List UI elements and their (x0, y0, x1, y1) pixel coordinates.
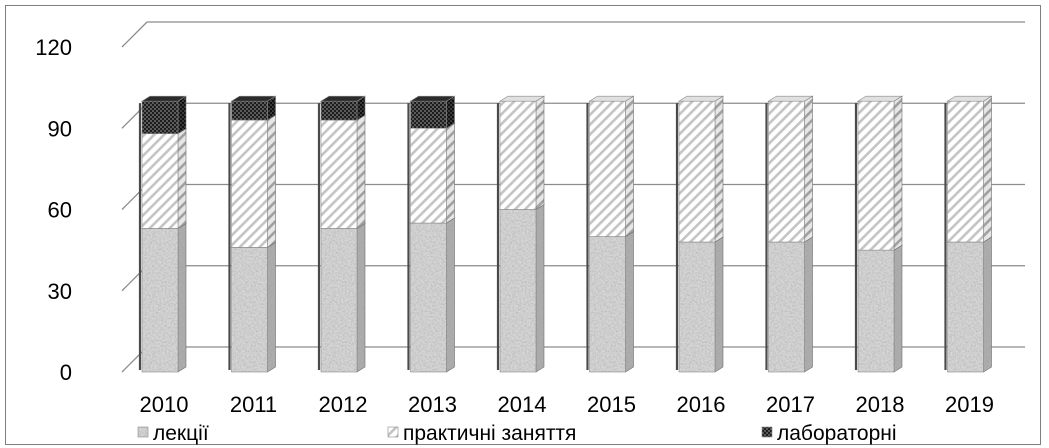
x-tick-label: 2013 (408, 392, 457, 417)
bar-stack-2011 (228, 95, 277, 373)
bar-stack-2010 (138, 95, 188, 373)
bar-stack-2019 (944, 95, 993, 373)
legend-label: лекції (153, 422, 209, 445)
legend-entry: практичні заняття (387, 422, 576, 445)
bar-stack-2016 (675, 95, 725, 373)
x-tick-label: 2012 (319, 392, 368, 417)
bar-stack-2015 (586, 95, 635, 373)
legend-swatch (137, 426, 149, 438)
x-tick-label: 2019 (945, 392, 994, 417)
gridline (121, 21, 1025, 48)
legend-label: лабораторні (777, 422, 897, 445)
y-tick-label: 60 (48, 198, 72, 223)
bar-segment-practicals (409, 122, 456, 224)
bar-stack-2014 (496, 95, 546, 373)
legend-swatch (761, 426, 773, 438)
y-tick-label: 90 (48, 116, 72, 141)
bar-stack-2012 (317, 95, 367, 373)
bar-segment-practicals (230, 114, 277, 248)
legend-entry: лабораторні (761, 422, 897, 445)
y-tick-label: 30 (48, 279, 72, 304)
x-tick-label: 2014 (498, 392, 547, 417)
bar-segment-lectures (319, 222, 367, 373)
bar-segment-labs (409, 95, 456, 129)
bar-segment-lectures (856, 244, 904, 373)
bar-stack-2013 (407, 95, 456, 373)
legend-swatch (387, 426, 399, 438)
bar-segment-lectures (498, 203, 546, 373)
bar-segment-practicals (677, 95, 725, 243)
x-tick-label: 2010 (140, 392, 189, 417)
x-tick-label: 2011 (230, 392, 277, 417)
bar-segment-labs (140, 95, 188, 135)
bar-segment-practicals (856, 95, 904, 251)
y-tick-label: 120 (35, 35, 72, 60)
bar-segment-practicals (319, 114, 367, 229)
x-tick-label: 2016 (677, 392, 726, 417)
bar-segment-labs (230, 95, 277, 121)
bar-stack-2017 (765, 95, 814, 373)
x-tick-label: 2015 (587, 392, 636, 417)
bar-segment-labs (319, 95, 367, 121)
x-tick-label: 2017 (766, 392, 815, 417)
bar-stack-2018 (854, 95, 904, 373)
bar-segment-lectures (230, 241, 277, 373)
bar-segment-lectures (946, 236, 993, 373)
bar-segment-lectures (588, 231, 635, 373)
bar-segment-lectures (409, 217, 456, 373)
legend-entry: лекції (137, 422, 209, 445)
y-tick-label: 0 (60, 360, 72, 385)
bar-segment-lectures (767, 236, 814, 373)
bar-segment-practicals (767, 95, 814, 243)
bar-segment-practicals (498, 95, 546, 211)
x-tick-label: 2018 (856, 392, 905, 417)
bar-segment-lectures (140, 222, 188, 373)
bar-segment-lectures (677, 236, 725, 373)
bar-segment-practicals (588, 95, 635, 238)
bar-segment-practicals (140, 128, 188, 229)
legend-label: практичні заняття (403, 422, 576, 445)
bar-segment-practicals (946, 95, 993, 243)
